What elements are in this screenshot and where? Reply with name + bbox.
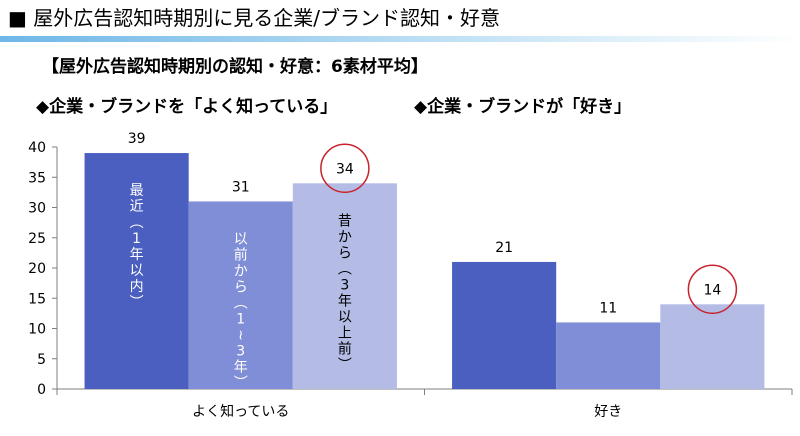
y-tick-label: 5	[37, 352, 46, 368]
bar	[84, 153, 189, 389]
bar	[556, 322, 661, 389]
data-label: 11	[599, 300, 617, 316]
data-label: 31	[232, 179, 250, 195]
y-tick-label: 30	[28, 201, 46, 217]
bar	[188, 201, 293, 389]
data-label: 39	[128, 131, 146, 147]
highlight-circle	[320, 143, 370, 194]
y-tick-label: 0	[37, 382, 46, 398]
x-category-label: よく知っている	[192, 403, 289, 420]
group-heading-know: ◆企業・ブランドを「よく知っている」	[36, 97, 338, 117]
y-tick-label: 35	[28, 170, 46, 186]
data-label: 21	[495, 240, 513, 256]
chart-title: 【屋外広告認知時期別の認知・好意：6素材平均】	[42, 57, 428, 77]
highlight-circle	[687, 264, 738, 315]
y-tick-label: 40	[28, 140, 46, 156]
y-tick-label: 20	[28, 261, 46, 277]
x-category-label: 好き	[594, 404, 622, 420]
bar-inner-label: 最近︵ 1 年以内︶	[130, 183, 144, 311]
bar	[452, 261, 557, 389]
y-tick-label: 25	[28, 231, 46, 247]
y-tick-label: 10	[28, 322, 46, 338]
bar	[660, 304, 765, 389]
title-rule	[0, 36, 800, 42]
data-label: 14	[703, 282, 721, 298]
y-tick-label: 15	[28, 291, 46, 307]
group-heading-like: ◆企業・ブランドが「好き」	[414, 97, 632, 117]
bar-inner-label: 昔から︵ 3 年以上前︶	[338, 213, 352, 373]
page-title: ■ 屋外広告認知時期別に見る企業/ブランド認知・好意	[8, 6, 500, 30]
data-label: 34	[336, 161, 354, 177]
bar	[292, 183, 397, 389]
bar-inner-label: 以前から︵ 1 ≀ 3 年︶	[234, 231, 248, 391]
